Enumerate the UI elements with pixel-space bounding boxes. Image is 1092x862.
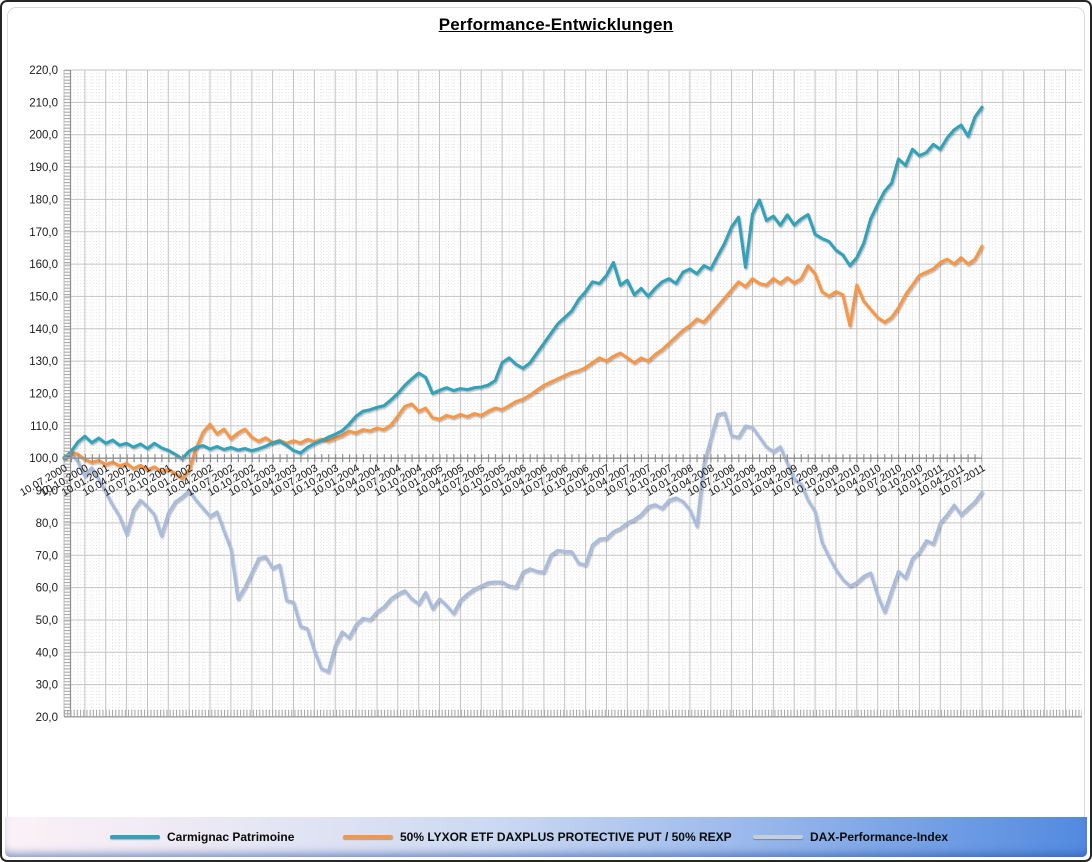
grid-major-horizontal [64, 69, 1082, 718]
legend-item-lyxor-rexp: 50% LYXOR ETF DAXPLUS PROTECTIVE PUT / 5… [343, 817, 732, 857]
y-tick-label: 40,0 [36, 647, 58, 659]
legend-bar: Carmignac Patrimoine 50% LYXOR ETF DAXPL… [5, 817, 1087, 857]
chart-title: Performance-Entwicklungen [438, 15, 674, 34]
y-tick-label: 180,0 [29, 194, 58, 206]
y-tick-label: 90,0 [36, 486, 58, 498]
y-tick-label: 60,0 [36, 583, 58, 595]
y-tick-label: 170,0 [29, 227, 58, 239]
y-tick-label: 30,0 [36, 680, 58, 692]
dax-line-icon [753, 835, 803, 839]
legend-label-lyxor-rexp: 50% LYXOR ETF DAXPLUS PROTECTIVE PUT / 5… [400, 830, 732, 844]
y-tick-label: 120,0 [29, 389, 58, 401]
y-tick-label: 80,0 [36, 518, 58, 530]
legend-label-dax: DAX-Performance-Index [810, 830, 949, 844]
legend-item-dax: DAX-Performance-Index [753, 817, 948, 857]
y-tick-label: 70,0 [36, 550, 58, 562]
line-dax-performance-index [62, 411, 984, 674]
y-tick-label: 150,0 [29, 291, 58, 303]
line-50-lyxor-etf-daxplus-protective-put-50-rexp [62, 244, 984, 481]
y-tick-label: 220,0 [29, 65, 58, 77]
y-tick-label: 190,0 [29, 162, 58, 174]
y-tick-label: 160,0 [29, 259, 58, 271]
y-tick-label: 110,0 [30, 421, 58, 433]
y-tick-label: 130,0 [29, 356, 58, 368]
carmignac-line-icon [110, 835, 160, 839]
y-tick-label: 200,0 [29, 130, 58, 142]
line-carmignac-patrimoine [62, 105, 984, 461]
y-tick-label: 140,0 [29, 324, 58, 336]
legend-label-carmignac: Carmignac Patrimoine [167, 830, 295, 844]
legend-item-carmignac: Carmignac Patrimoine [110, 817, 294, 857]
y-tick-label: 100,0 [29, 453, 58, 465]
y-tick-label: 210,0 [29, 97, 58, 109]
lyxor-rexp-line-icon [343, 835, 393, 839]
y-tick-label: 20,0 [36, 712, 58, 724]
y-tick-label: 50,0 [36, 615, 58, 627]
